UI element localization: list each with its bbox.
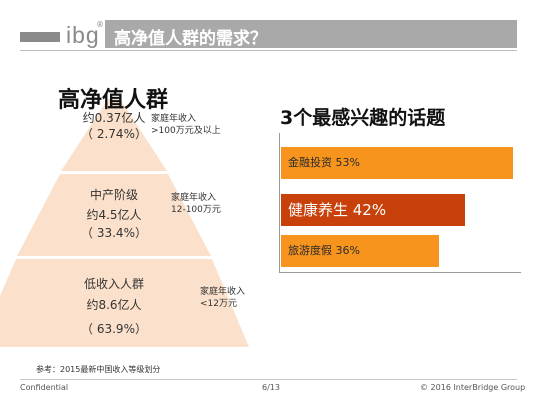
pyramid-tier-middle — [17, 174, 211, 256]
pyramid-tier-top — [61, 99, 167, 171]
tier-top-share: （ 2.74%） — [81, 127, 147, 141]
tier-bottom-note-value: <12万元 — [200, 299, 237, 309]
topic-bar-label: 健康养生 42% — [288, 201, 387, 219]
tier-bottom-count: 约8.6亿人 — [86, 298, 142, 312]
confidential-label: Confidential — [20, 383, 69, 392]
topics-chart-frame — [279, 133, 521, 273]
pyramid-tier-bottom — [0, 259, 249, 347]
topic-bar-label: 旅游度假 36% — [288, 244, 360, 257]
topic-bar: 旅游度假 36% — [281, 235, 439, 267]
tier-bottom-note-label: 家庭年收入 — [200, 287, 246, 297]
header-divider — [20, 50, 517, 51]
tier-top-count: 约0.37亿人 — [82, 111, 146, 125]
topic-bar: 金融投资 53% — [281, 147, 513, 179]
tier-bottom-name: 低收入人群 — [83, 277, 144, 291]
tier-top-note-value: >100万元及以上 — [151, 126, 221, 136]
topic-bar: 健康养生 42% — [281, 194, 465, 226]
tier-bottom-share: （ 63.9%） — [81, 322, 147, 336]
slide-title: 高净值人群的需求？ — [114, 29, 267, 49]
page-number: 6/13 — [262, 383, 280, 392]
logo-bar — [20, 32, 60, 42]
tier-middle-name: 中产阶级 — [89, 188, 138, 202]
footer-divider — [20, 379, 517, 380]
tier-middle-note-label: 家庭年收入 — [171, 193, 217, 203]
logo: ibg — [66, 22, 100, 48]
tier-middle-note-value: 12-100万元 — [171, 205, 221, 215]
pyramid-title: 高净值人群 — [58, 88, 169, 113]
tier-middle-share: （ 33.4%） — [81, 226, 147, 240]
tier-middle-count: 约4.5亿人 — [86, 208, 142, 222]
topic-bar-label: 金融投资 53% — [288, 156, 360, 169]
tier-top-note-label: 家庭年收入 — [151, 114, 197, 124]
registered-mark: ® — [96, 20, 104, 29]
footnote: 参考：2015最新中国收入等级划分 — [36, 365, 161, 374]
copyright: © 2016 InterBridge Group — [420, 383, 526, 392]
header-band — [105, 20, 517, 48]
topics-title: 3个最感兴趣的话题 — [280, 107, 446, 129]
